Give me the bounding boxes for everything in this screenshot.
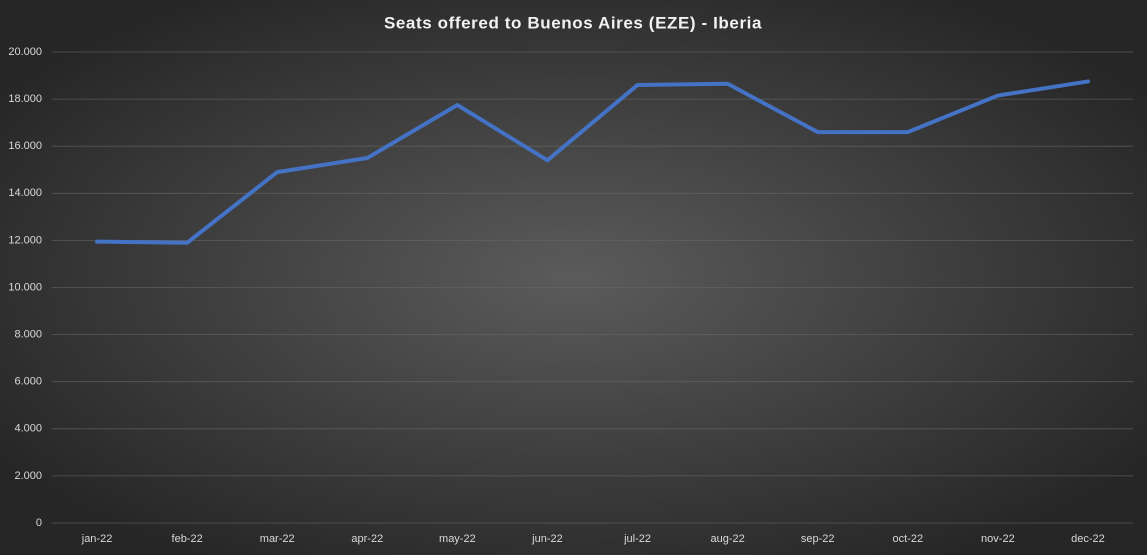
y-tick-label: 10.000 (8, 281, 42, 293)
x-tick-label: dec-22 (1071, 533, 1105, 545)
y-tick-label: 12.000 (8, 234, 42, 246)
chart-title: Seats offered to Buenos Aires (EZE) - Ib… (384, 13, 762, 32)
y-tick-label: 2.000 (14, 470, 42, 482)
x-tick-label: sep-22 (801, 533, 835, 545)
x-tick-label: mar-22 (260, 533, 295, 545)
y-tick-label: 16.000 (8, 140, 42, 152)
x-tick-label: jan-22 (81, 533, 113, 545)
x-tick-label: feb-22 (172, 533, 203, 545)
x-tick-label: nov-22 (981, 533, 1015, 545)
y-tick-label: 0 (36, 517, 42, 529)
x-tick-label: jul-22 (623, 533, 651, 545)
y-tick-label: 20.000 (8, 46, 42, 58)
y-tick-label: 18.000 (8, 93, 42, 105)
y-tick-label: 4.000 (14, 423, 42, 435)
y-tick-label: 6.000 (14, 376, 42, 388)
x-tick-label: oct-22 (893, 533, 924, 545)
x-tick-label: jun-22 (531, 533, 563, 545)
x-tick-label: aug-22 (710, 533, 744, 545)
y-tick-label: 14.000 (8, 187, 42, 199)
x-tick-label: apr-22 (351, 533, 383, 545)
y-tick-label: 8.000 (14, 329, 42, 341)
x-tick-label: may-22 (439, 533, 476, 545)
line-series (95, 79, 1090, 245)
